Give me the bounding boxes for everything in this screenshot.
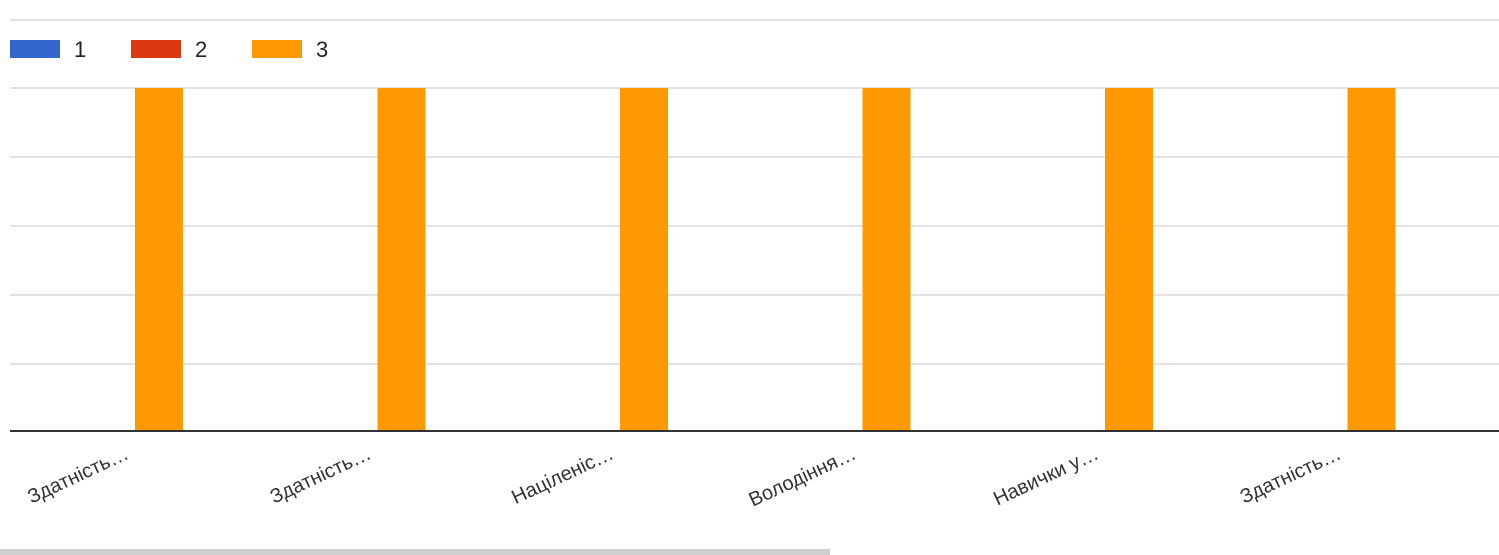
scrollbar-track	[0, 549, 830, 555]
bar-series-3[interactable]	[135, 88, 183, 431]
legend: 1 2 3	[10, 37, 328, 62]
bar-series-3[interactable]	[620, 88, 668, 431]
x-tick-label: Здатність…	[1237, 443, 1345, 509]
x-tick-label: Націленіс…	[508, 443, 617, 509]
legend-label-series-3[interactable]: 3	[316, 37, 328, 62]
bar-series-3[interactable]	[377, 88, 426, 431]
bar-series-3[interactable]	[1105, 88, 1153, 431]
x-tick-label: Навички у…	[990, 443, 1102, 511]
legend-swatch-series-3[interactable]	[252, 40, 302, 58]
x-tick-labels: Здатність… Здатність… Націленіс… Володіння……	[24, 443, 1345, 512]
legend-swatch-series-2[interactable]	[131, 40, 181, 58]
legend-swatch-series-1[interactable]	[10, 40, 60, 58]
legend-label-series-2[interactable]: 2	[195, 37, 207, 62]
bars	[135, 88, 1396, 431]
x-tick-label: Володіння…	[746, 443, 860, 512]
bar-series-3[interactable]	[862, 88, 911, 431]
x-tick-label: Здатність…	[24, 443, 132, 509]
x-tick-label: Здатність…	[267, 443, 375, 509]
bar-series-3[interactable]	[1347, 88, 1396, 431]
gridlines	[10, 19, 1499, 365]
legend-label-series-1[interactable]: 1	[74, 37, 86, 62]
